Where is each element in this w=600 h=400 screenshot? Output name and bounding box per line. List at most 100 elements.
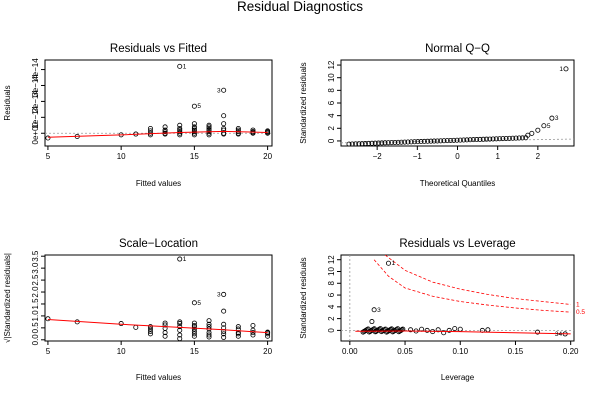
plot-frame [340,254,575,342]
data-point [177,336,183,341]
panel-title: Residuals vs Fitted [110,43,207,55]
point-id-label: 5 [197,103,201,110]
cooks-distance-curve [384,255,571,305]
smoother-line [47,319,268,334]
data-point [506,135,512,141]
plot-area [45,63,272,141]
data-point [467,137,473,143]
data-point [520,135,526,141]
x-axis-label: Fitted values [136,373,181,382]
point-id-label: 1 [559,66,563,73]
data-point [434,138,440,144]
data-point [162,124,168,130]
y-tick-label: 0e+00 [31,121,40,144]
data-point [408,139,414,145]
data-point [206,125,212,131]
data-point [191,331,197,337]
data-point [385,140,391,146]
data-point [421,138,427,144]
data-point [371,307,377,313]
x-tick-label: 1 [495,152,500,161]
data-point [221,131,227,137]
x-tick-label: 5 [46,152,51,161]
data-point [177,130,183,136]
data-point [206,132,212,138]
data-point [464,137,470,143]
point-id-label: 3 [217,291,221,298]
data-point [177,327,183,333]
data-point [415,139,421,145]
data-point [477,136,483,142]
data-point [474,137,480,143]
data-point [206,334,212,340]
plot-frame [44,254,273,342]
data-point [221,87,227,93]
data-point [446,327,452,333]
data-point [221,121,227,127]
y-tick-label: 1.5 [31,298,40,310]
data-point [346,141,352,146]
data-point [369,140,375,146]
x-tick-label: −1 [413,152,423,161]
data-point [191,132,197,138]
plot-area [45,256,271,341]
data-point [356,141,362,146]
y-tick-label: 2 [327,316,336,321]
data-point [461,137,467,143]
data-point [448,137,454,143]
data-point [457,326,463,332]
data-point [535,329,541,335]
point-id-label: 3 [555,115,559,122]
data-point [147,331,153,337]
smoother-line [355,330,571,335]
x-tick-label: 15 [190,152,199,161]
data-point [379,140,385,146]
x-axis-label: Theoretical Quantiles [420,179,496,188]
plot-area [341,255,574,341]
data-point [392,139,398,145]
data-point [441,330,447,336]
data-point [431,138,437,144]
panel-title: Scale−Location [119,238,198,250]
x-tick-label: 15 [190,347,199,356]
data-point [435,327,441,333]
data-point [250,322,256,328]
data-point [385,260,391,266]
y-tick-label: 4 [327,113,336,118]
y-axis-label: √|Standardized residuals| [3,253,12,343]
point-id-label: 1 [183,63,187,70]
y-tick-label: 4 [327,304,336,309]
y-tick-label: 2.0 [31,286,40,298]
data-point [45,316,51,322]
y-tick-label: 6 [327,100,336,105]
y-tick-label: 8 [327,88,336,93]
data-point [369,319,375,325]
y-tick-label: 10 [327,73,336,82]
data-point [389,140,395,146]
data-point [162,330,168,336]
data-point [418,139,424,145]
data-point [441,138,447,144]
data-point [147,132,153,138]
data-point [457,137,463,143]
point-id-label: 3 [377,307,381,314]
data-point [451,137,457,143]
y-tick-label: 1.0 [31,310,40,322]
data-point [235,331,241,337]
data-point [485,327,491,333]
x-tick-label: 2 [536,152,541,161]
data-point [206,318,212,324]
data-point [265,331,271,337]
data-point [118,321,124,327]
x-tick-label: 5 [46,347,51,356]
data-point [359,141,365,146]
data-point [424,327,430,333]
x-tick-label: 0.15 [508,347,524,356]
y-tick-label: 6 [327,292,336,297]
data-point [45,135,51,141]
data-point [349,141,355,146]
data-point [490,136,496,142]
y-axis-label: Standardized residuals [299,257,308,338]
